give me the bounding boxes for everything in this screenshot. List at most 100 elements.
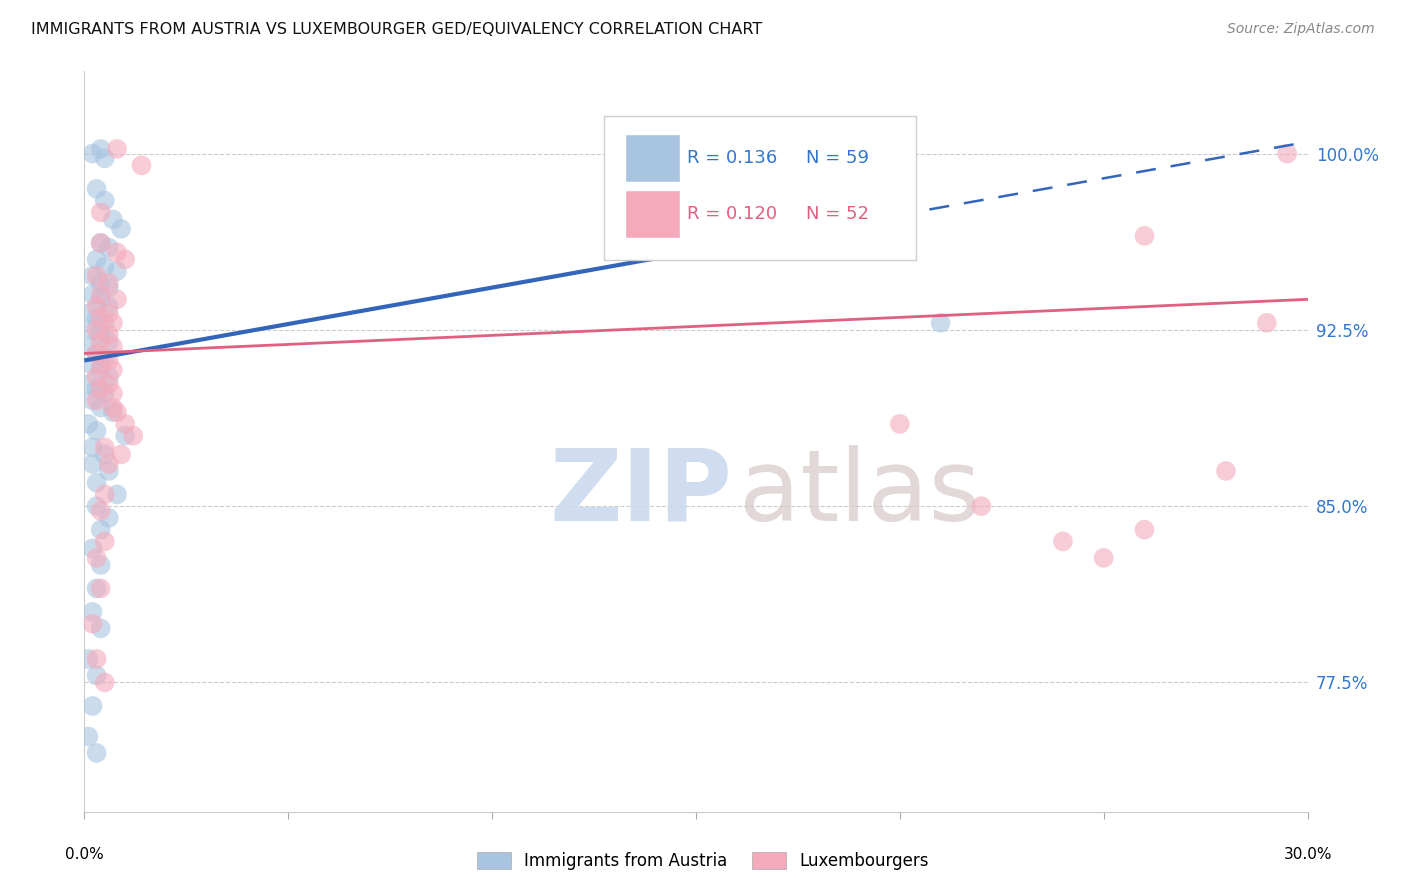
Point <box>90 401 112 415</box>
Point <box>105 405 128 419</box>
Point <box>101 401 124 415</box>
Point <box>90 334 112 349</box>
Point <box>82 616 104 631</box>
Text: IMMIGRANTS FROM AUSTRIA VS LUXEMBOURGER GED/EQUIVALENCY CORRELATION CHART: IMMIGRANTS FROM AUSTRIA VS LUXEMBOURGER … <box>31 22 762 37</box>
Point <box>86 346 108 360</box>
Point <box>77 339 100 353</box>
Point <box>93 386 115 401</box>
Point <box>114 252 136 267</box>
Point <box>105 245 128 260</box>
Point <box>86 182 108 196</box>
Point <box>122 428 145 442</box>
Point <box>90 621 112 635</box>
Point <box>82 457 104 471</box>
Point <box>86 268 108 283</box>
Point <box>1215 464 1237 478</box>
Point <box>105 293 128 307</box>
Point <box>82 393 104 408</box>
Point <box>90 142 112 156</box>
Point <box>101 405 124 419</box>
Point <box>86 499 108 513</box>
Point <box>90 327 112 342</box>
Point <box>77 652 100 666</box>
Point <box>101 212 124 227</box>
Point <box>90 358 112 372</box>
FancyBboxPatch shape <box>626 135 681 183</box>
Point <box>97 306 120 320</box>
FancyBboxPatch shape <box>626 190 681 238</box>
Point <box>77 730 100 744</box>
Point <box>93 447 115 461</box>
Point <box>90 558 112 572</box>
Point <box>82 441 104 455</box>
Point <box>90 235 112 250</box>
Point <box>86 550 108 565</box>
Point <box>889 417 911 431</box>
Point <box>97 276 120 290</box>
Point <box>82 268 104 283</box>
Point <box>97 280 120 294</box>
Legend: Immigrants from Austria, Luxembourgers: Immigrants from Austria, Luxembourgers <box>471 845 935 877</box>
Point <box>97 334 120 349</box>
Point <box>114 417 136 431</box>
Text: N = 52: N = 52 <box>806 205 869 223</box>
Point <box>90 287 112 301</box>
Point <box>90 311 112 326</box>
Point <box>93 534 115 549</box>
Point <box>1133 523 1156 537</box>
Point <box>82 287 104 301</box>
Point <box>90 582 112 596</box>
Point <box>970 499 993 513</box>
Text: 30.0%: 30.0% <box>1284 847 1331 862</box>
Point <box>86 370 108 384</box>
Point <box>93 441 115 455</box>
Point <box>90 293 112 307</box>
Text: ZIP: ZIP <box>550 445 733 541</box>
Point <box>101 339 124 353</box>
Point <box>97 327 120 342</box>
Point <box>110 222 132 236</box>
Text: N = 59: N = 59 <box>806 149 869 168</box>
Point <box>1052 534 1074 549</box>
Point <box>86 252 108 267</box>
Point <box>1092 550 1115 565</box>
Point <box>97 370 120 384</box>
Point <box>86 311 108 326</box>
Point <box>110 447 132 461</box>
Point <box>82 146 104 161</box>
Point <box>105 264 128 278</box>
Point <box>86 746 108 760</box>
Point <box>93 151 115 165</box>
Point <box>86 346 108 360</box>
Point <box>93 260 115 274</box>
Point <box>86 424 108 438</box>
Point <box>101 363 124 377</box>
Text: Source: ZipAtlas.com: Source: ZipAtlas.com <box>1227 22 1375 37</box>
Text: R = 0.136: R = 0.136 <box>688 149 778 168</box>
Point <box>77 376 100 391</box>
Point <box>97 353 120 368</box>
Point <box>97 464 120 478</box>
Point <box>90 235 112 250</box>
Point <box>82 323 104 337</box>
Point <box>101 316 124 330</box>
Point <box>90 205 112 219</box>
Point <box>929 316 952 330</box>
Point <box>90 504 112 518</box>
FancyBboxPatch shape <box>605 116 917 260</box>
Point <box>97 376 120 391</box>
Point <box>86 393 108 408</box>
Point <box>93 351 115 365</box>
Point <box>90 276 112 290</box>
Point <box>93 487 115 501</box>
Point <box>93 675 115 690</box>
Point <box>86 668 108 682</box>
Point <box>86 323 108 337</box>
Point <box>77 417 100 431</box>
Text: 0.0%: 0.0% <box>65 847 104 862</box>
Point <box>93 194 115 208</box>
Point <box>86 475 108 490</box>
Point <box>82 358 104 372</box>
Point <box>90 382 112 396</box>
Point <box>90 363 112 377</box>
